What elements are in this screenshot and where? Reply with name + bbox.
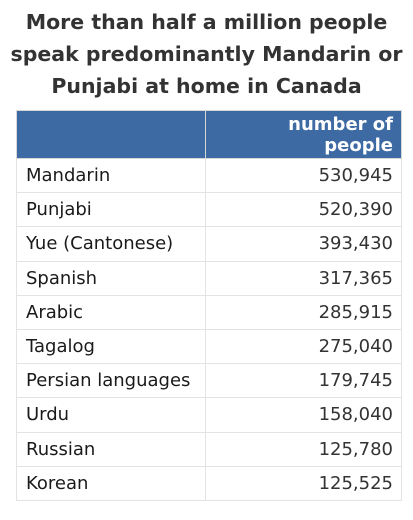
number-cell: 530,945	[205, 157, 402, 194]
table-row: Urdu 158,040	[16, 397, 402, 433]
table-row: Persian languages 179,745	[16, 363, 402, 399]
table-header-row: number of people	[16, 110, 402, 159]
number-cell: 317,365	[205, 260, 402, 296]
number-cell: 125,525	[205, 465, 402, 501]
table-body: Mandarin 530,945 Punjabi 520,390 Yue (Canton…	[16, 157, 402, 501]
language-cell: Korean	[16, 465, 206, 501]
header-language	[16, 110, 206, 159]
language-cell: Tagalog	[16, 328, 206, 365]
number-cell: 393,430	[205, 226, 402, 262]
language-cell: Yue (Cantonese)	[16, 226, 206, 262]
language-cell: Persian languages	[16, 363, 206, 399]
language-cell: Spanish	[16, 260, 206, 296]
number-cell: 125,780	[205, 431, 402, 467]
number-cell: 275,040	[205, 328, 402, 365]
table-row: Russian 125,780	[16, 431, 402, 467]
number-cell: 179,745	[205, 363, 402, 399]
table-row: Arabic 285,915	[16, 294, 402, 330]
number-cell: 285,915	[205, 294, 402, 330]
chart-title: More than half a million people speak pr…	[10, 10, 403, 98]
language-cell: Urdu	[16, 397, 206, 433]
language-cell: Mandarin	[16, 157, 206, 194]
header-number-of-people: number of people	[205, 110, 402, 159]
language-table: number of people Mandarin 530,945 Punjabi 5…	[16, 110, 402, 501]
table-row: Korean 125,525	[16, 465, 402, 501]
table-row: Yue (Cantonese) 393,430	[16, 226, 402, 262]
number-cell: 520,390	[205, 192, 402, 228]
language-cell: Punjabi	[16, 192, 206, 228]
language-cell: Arabic	[16, 294, 206, 330]
number-cell: 158,040	[205, 397, 402, 433]
table-row: Tagalog 275,040	[16, 328, 402, 365]
language-cell: Russian	[16, 431, 206, 467]
table-row: Punjabi 520,390	[16, 192, 402, 228]
table-row: Mandarin 530,945	[16, 157, 402, 194]
table-row: Spanish 317,365	[16, 260, 402, 296]
